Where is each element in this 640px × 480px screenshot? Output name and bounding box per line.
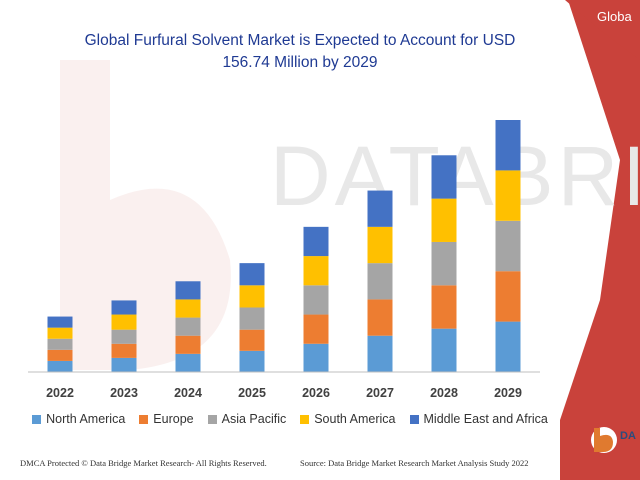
- bar-segment-2025-south-america: [239, 285, 265, 308]
- legend-label: North America: [46, 412, 126, 426]
- x-tick-label: 2029: [494, 386, 522, 400]
- bar-segment-2022-south-america: [47, 327, 73, 339]
- legend-label: Asia Pacific: [221, 412, 287, 426]
- bar-segment-2029-europe: [495, 271, 521, 322]
- bar-segment-2026-south-america: [303, 256, 329, 286]
- x-tick-label: 2024: [174, 386, 202, 400]
- x-tick-label: 2023: [110, 386, 138, 400]
- bar-segment-2025-europe: [239, 329, 265, 351]
- legend-item: Asia Pacific: [207, 412, 287, 426]
- bar-segment-2027-europe: [367, 299, 393, 336]
- bar-segment-2025-north-america: [239, 350, 265, 372]
- bar-segment-2029-middle-east-and-africa: [495, 120, 521, 171]
- x-tick-label: 2028: [430, 386, 458, 400]
- legend-swatch: [32, 414, 42, 424]
- legend-swatch: [300, 414, 310, 424]
- bar-segment-2026-asia-pacific: [303, 285, 329, 315]
- legend-item: Middle East and Africa: [409, 412, 548, 426]
- bar-segment-2024-europe: [175, 335, 201, 354]
- bar-segment-2026-europe: [303, 314, 329, 344]
- footer-copyright: DMCA Protected © Data Bridge Market Rese…: [20, 458, 267, 468]
- chart-title: Global Furfural Solvent Market is Expect…: [20, 30, 580, 74]
- bar-segment-2024-north-america: [175, 353, 201, 372]
- red-top-band: [565, 0, 640, 60]
- bar-segment-2026-middle-east-and-africa: [303, 226, 329, 257]
- bar-segment-2022-europe: [47, 349, 73, 361]
- bar-segment-2028-middle-east-and-africa: [431, 155, 457, 199]
- legend-item: North America: [32, 412, 125, 426]
- bar-segment-2029-south-america: [495, 170, 521, 221]
- bar-segment-2027-middle-east-and-africa: [367, 190, 393, 227]
- legend-label: Europe: [153, 412, 194, 426]
- bar-segment-2023-north-america: [111, 357, 137, 372]
- bar-segment-2024-middle-east-and-africa: [175, 281, 201, 300]
- bar-segment-2022-asia-pacific: [47, 338, 73, 350]
- bar-segment-2023-asia-pacific: [111, 329, 137, 344]
- chart-title-line1: Global Furfural Solvent Market is Expect…: [84, 32, 516, 49]
- bar-segment-2027-south-america: [367, 226, 393, 264]
- bar-segment-2023-middle-east-and-africa: [111, 300, 137, 315]
- bar-segment-2029-asia-pacific: [495, 220, 521, 272]
- bar-segment-2024-south-america: [175, 299, 201, 318]
- legend-item: South America: [300, 412, 396, 426]
- bar-segment-2023-europe: [111, 343, 137, 358]
- logo-text: DA: [620, 430, 636, 442]
- bar-segment-2028-europe: [431, 285, 457, 329]
- x-tick-label: 2027: [366, 386, 394, 400]
- footer-source: Source: Data Bridge Market Research Mark…: [300, 458, 529, 468]
- x-tick-label: 2022: [46, 386, 74, 400]
- legend-item: Europe: [139, 412, 194, 426]
- legend-swatch: [139, 414, 149, 424]
- x-tick-label: 2025: [238, 386, 266, 400]
- bar-segment-2028-asia-pacific: [431, 241, 457, 286]
- legend-label: Middle East and Africa: [423, 412, 548, 426]
- bar-segment-2028-south-america: [431, 198, 457, 242]
- red-corner-band: [560, 0, 640, 480]
- bar-segment-2022-north-america: [47, 360, 73, 372]
- bar-segment-2025-middle-east-and-africa: [239, 263, 265, 286]
- chart-title-line2: 156.74 Million by 2029: [222, 54, 378, 71]
- legend-swatch: [409, 414, 419, 424]
- bar-segment-2027-asia-pacific: [367, 263, 393, 300]
- bar-segment-2023-south-america: [111, 314, 137, 330]
- bar-segment-2028-north-america: [431, 328, 457, 372]
- legend-label: South America: [314, 412, 396, 426]
- bar-segment-2025-asia-pacific: [239, 307, 265, 330]
- bar-segment-2026-north-america: [303, 343, 329, 372]
- watermark-logo: [60, 60, 231, 370]
- bar-segment-2029-north-america: [495, 321, 521, 372]
- x-tick-label: 2026: [302, 386, 330, 400]
- db-logo-mark: [594, 428, 613, 452]
- legend-swatch: [207, 414, 217, 424]
- bar-segment-2024-asia-pacific: [175, 317, 201, 336]
- bar-segment-2027-north-america: [367, 335, 393, 372]
- bar-segment-2022-middle-east-and-africa: [47, 316, 73, 328]
- legend: North America Europe Asia Pacific South Ame…: [30, 410, 550, 428]
- corner-label: Globa: [597, 9, 632, 24]
